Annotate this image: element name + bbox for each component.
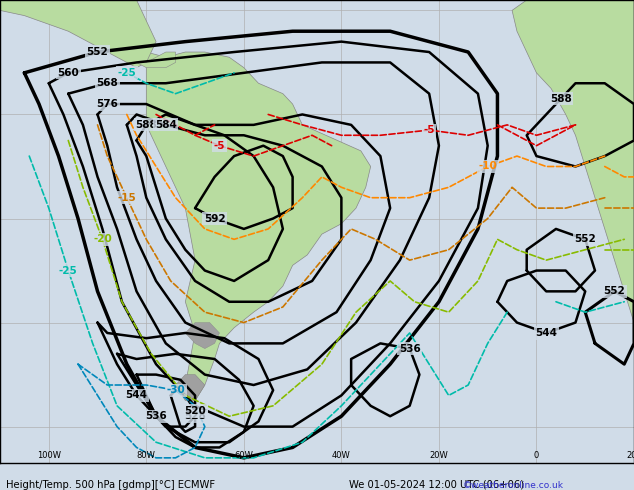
Text: 588: 588 (136, 120, 157, 130)
Text: 60W: 60W (235, 451, 254, 461)
Text: 536: 536 (145, 411, 167, 421)
Text: 20W: 20W (430, 451, 448, 461)
Text: 568: 568 (96, 78, 118, 88)
Text: 592: 592 (204, 214, 226, 223)
Polygon shape (146, 52, 371, 401)
Text: 588: 588 (550, 94, 572, 104)
Text: Height/Temp. 500 hPa [gdmp][°C] ECMWF: Height/Temp. 500 hPa [gdmp][°C] ECMWF (6, 480, 216, 490)
Polygon shape (185, 322, 219, 348)
Text: -25: -25 (117, 68, 136, 78)
Text: 40W: 40W (332, 451, 351, 461)
Text: 584: 584 (155, 120, 177, 130)
Text: -20: -20 (93, 234, 112, 245)
Text: 552: 552 (604, 286, 625, 296)
Text: -5: -5 (424, 125, 435, 135)
Text: -30: -30 (166, 385, 185, 395)
Text: 544: 544 (535, 328, 557, 338)
Polygon shape (176, 374, 205, 401)
Text: 552: 552 (87, 47, 108, 57)
Polygon shape (512, 0, 634, 322)
Text: 560: 560 (58, 68, 79, 78)
Text: 552: 552 (574, 234, 596, 245)
Polygon shape (136, 52, 176, 68)
Text: 528: 528 (184, 411, 206, 421)
Text: -5: -5 (214, 141, 225, 151)
Text: 536: 536 (399, 343, 420, 354)
Text: 544: 544 (126, 391, 148, 400)
Text: -10: -10 (478, 162, 497, 172)
Text: -15: -15 (117, 193, 136, 203)
Text: We 01-05-2024 12:00 UTC (06+06): We 01-05-2024 12:00 UTC (06+06) (349, 480, 524, 490)
Text: 520: 520 (184, 406, 206, 416)
Text: 20E: 20E (626, 451, 634, 461)
Text: -25: -25 (59, 266, 77, 275)
Polygon shape (0, 0, 156, 68)
Text: 576: 576 (96, 99, 118, 109)
Text: 100W: 100W (37, 451, 61, 461)
Text: ©weatheronline.co.uk: ©weatheronline.co.uk (463, 481, 564, 490)
Text: 0: 0 (534, 451, 539, 461)
Text: 80W: 80W (137, 451, 156, 461)
